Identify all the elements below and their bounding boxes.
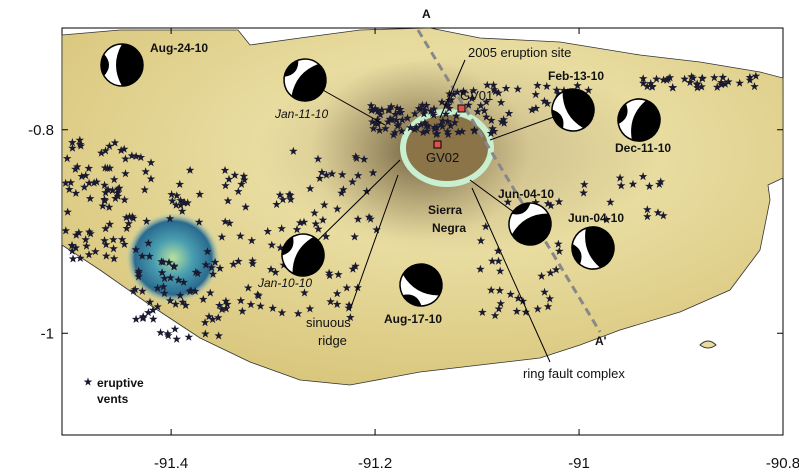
profile-label: A [422,7,431,21]
x-tick-label: -91 [568,455,590,472]
mechanism-date: Jan-11-10 [274,107,328,121]
mechanism-date: Aug-24-10 [150,41,208,55]
x-tick-label: -91.2 [358,455,392,472]
site-marker [458,105,465,112]
annotation: ring fault complex [523,366,625,381]
mechanism-date: Feb-13-10 [548,69,604,83]
mechanism-date: Jun-04-10 [498,187,554,201]
annotation: Negra [432,221,466,235]
site-label: GV02 [426,150,459,165]
mechanism-date: Jan-10-10 [257,276,312,290]
y-tick-label: -0.8 [28,122,54,139]
legend-label: vents [97,392,129,406]
page: {"map":{"xlim":[-91.507,-90.8],"ylim":[-… [0,0,799,473]
y-tick-label: -1 [41,325,54,342]
x-tick-label: -91.4 [154,455,188,472]
mechanism-date: Dec-11-10 [615,141,671,155]
x-tick-label: -90.8 [766,455,799,472]
annotation: Sierra [428,203,462,217]
map: -91.4 -91.2 -91 -90.8 -0.8 -1 GV01 GV02 A A' 2005 … [0,0,799,473]
beachball [101,44,143,86]
legend-label: eruptive [97,376,144,390]
annotation: sinuous [306,315,351,330]
annotation: 2005 eruption site [468,45,571,60]
annotation: ridge [318,333,347,348]
mechanism-date: Jun-04-10 [568,211,624,225]
site-label: GV01 [460,88,493,103]
profile-label: A' [595,334,607,348]
site-marker [434,141,441,148]
mechanism-date: Aug-17-10 [384,312,442,326]
